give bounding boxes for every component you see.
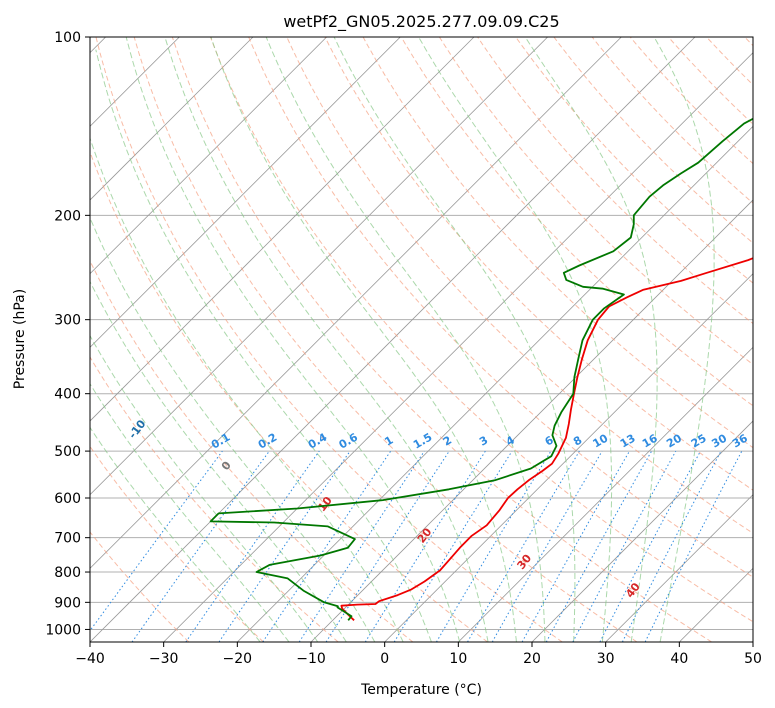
x-tick-label: 10 bbox=[449, 651, 467, 667]
y-tick-label: 800 bbox=[54, 565, 81, 581]
plot-frame bbox=[89, 36, 754, 643]
mixing-ratio-line bbox=[185, 450, 320, 642]
mixing-ratio-line bbox=[545, 450, 653, 642]
dry-adiabat bbox=[591, 37, 753, 204]
x-tick-label: 20 bbox=[523, 651, 541, 667]
isotherm--50 bbox=[90, 37, 622, 569]
dry-adiabat bbox=[90, 150, 488, 642]
moist-adiabat bbox=[90, 280, 347, 642]
y-axis-title: Pressure (hPa) bbox=[12, 289, 28, 389]
y-tick-label: 100 bbox=[54, 30, 81, 46]
axes: −40 −30 −20 −10 0 10 20 30 40 50 100 200 300 400 500 60… bbox=[45, 30, 762, 667]
dry-adiabat bbox=[477, 37, 753, 325]
y-tick-label: 600 bbox=[54, 491, 81, 507]
dry-adiabat bbox=[553, 37, 753, 244]
dry-adiabat bbox=[400, 37, 753, 407]
mixing-ratio-line bbox=[325, 450, 450, 642]
mixing-ratio-line bbox=[521, 450, 630, 642]
isotherm-0 bbox=[384, 273, 753, 642]
x-tick-label: −30 bbox=[149, 651, 179, 667]
isotherm--40 bbox=[90, 37, 696, 642]
y-tick-label: 300 bbox=[54, 313, 81, 329]
moist-adiabat bbox=[95, 49, 432, 642]
isotherm-10 bbox=[458, 346, 753, 642]
dry-adiabat bbox=[90, 356, 339, 642]
mixing-ratio-line bbox=[262, 450, 392, 642]
dry-adiabat bbox=[324, 37, 753, 491]
y-tick-label: 1000 bbox=[45, 622, 81, 638]
moist-adiabat bbox=[210, 37, 517, 642]
dewpoint-profile-line bbox=[209, 117, 753, 621]
isotherm--100 bbox=[90, 37, 254, 201]
temperature-profile-line bbox=[340, 257, 753, 621]
x-tick-label: −20 bbox=[223, 651, 253, 667]
dry-adiabat bbox=[133, 37, 638, 642]
y-tick-label: 200 bbox=[54, 208, 81, 224]
x-tick-label: 30 bbox=[597, 651, 615, 667]
dry-adiabat bbox=[171, 37, 712, 642]
dry-adiabat bbox=[438, 37, 753, 366]
isotherm--80 bbox=[90, 37, 401, 348]
mixing-ratio-line bbox=[572, 450, 677, 642]
x-tick-label: −40 bbox=[75, 651, 105, 667]
isotherm--30 bbox=[163, 52, 753, 642]
plot-grid bbox=[90, 37, 753, 642]
dry-adiabat bbox=[286, 37, 753, 534]
isotherm--70 bbox=[90, 37, 475, 422]
dry-adiabat bbox=[248, 37, 753, 578]
x-tick-label: 0 bbox=[380, 651, 389, 667]
moist-adiabat bbox=[164, 37, 489, 642]
moist-adiabat bbox=[90, 216, 376, 642]
isotherm--60 bbox=[90, 37, 548, 496]
chart-title: wetPf2_GN05.2025.277.09.09.C25 bbox=[283, 12, 559, 32]
x-tick-label: 40 bbox=[670, 651, 688, 667]
mixing-ratio-line bbox=[644, 450, 743, 642]
moist-adiabat bbox=[653, 37, 715, 642]
y-tick-label: 500 bbox=[54, 444, 81, 460]
moist-adiabat bbox=[125, 37, 461, 642]
y-tick-label: 900 bbox=[54, 595, 81, 611]
mixing-ratio-line bbox=[90, 450, 223, 632]
moist-adiabat bbox=[418, 37, 613, 642]
moist-adiabat bbox=[524, 37, 658, 642]
isotherm-20 bbox=[531, 420, 753, 642]
mixing-ratio-line bbox=[131, 450, 270, 642]
moist-adiabat bbox=[90, 426, 261, 642]
mixing-ratio-line bbox=[298, 450, 425, 642]
profile-series bbox=[209, 117, 753, 621]
moist-adiabat bbox=[333, 37, 576, 642]
x-axis-title: Temperature (°C) bbox=[360, 682, 482, 698]
mixing-ratio-line bbox=[393, 450, 513, 642]
y-tick-label: 700 bbox=[54, 531, 81, 547]
x-tick-label: 50 bbox=[744, 651, 762, 667]
isotherm--90 bbox=[90, 37, 327, 275]
dry-adiabat bbox=[95, 37, 563, 642]
dry-adiabat bbox=[90, 259, 414, 642]
isotherm-30 bbox=[605, 494, 753, 642]
mixing-ratio-line bbox=[218, 450, 351, 642]
dry-adiabat bbox=[210, 37, 753, 623]
moist-adiabat bbox=[90, 334, 319, 642]
moist-adiabat bbox=[265, 37, 546, 642]
dry-adiabat bbox=[90, 531, 190, 642]
moist-adiabat bbox=[90, 382, 290, 642]
y-tick-label: 400 bbox=[54, 387, 81, 403]
isotherm--20 bbox=[237, 125, 753, 642]
x-tick-label: −10 bbox=[296, 651, 326, 667]
dry-adiabat bbox=[362, 37, 753, 449]
